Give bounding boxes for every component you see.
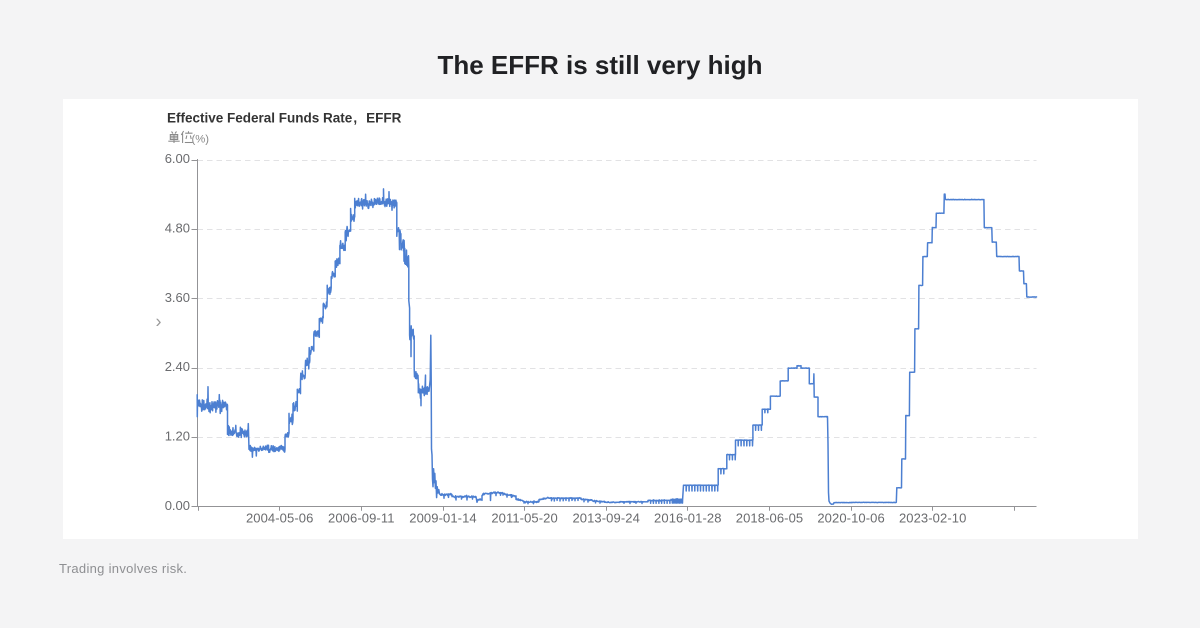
svg-text:2.40: 2.40 [165,359,190,374]
svg-text:2009-01-14: 2009-01-14 [409,511,477,526]
svg-text:2006-09-11: 2006-09-11 [328,511,395,526]
svg-text:2023-02-10: 2023-02-10 [899,511,967,526]
svg-text:4.80: 4.80 [165,220,190,235]
svg-text:2013-09-24: 2013-09-24 [572,511,640,526]
svg-text:2004-05-06: 2004-05-06 [246,511,314,526]
svg-text:3.60: 3.60 [165,290,190,305]
svg-text:Effective Federal Funds Rate,E: Effective Federal Funds Rate, EFFR [167,111,402,126]
svg-text:2018-06-05: 2018-06-05 [736,511,804,526]
svg-text:1.20: 1.20 [165,429,190,444]
svg-text:2016-01-28: 2016-01-28 [654,511,722,526]
svg-text:2011-05-20: 2011-05-20 [491,511,558,526]
svg-text:›: › [156,312,162,332]
svg-text:2020-10-06: 2020-10-06 [817,511,885,526]
svg-text:6.00: 6.00 [165,151,190,166]
svg-text:(%): (%) [192,133,210,145]
svg-text:0.00: 0.00 [165,498,190,513]
